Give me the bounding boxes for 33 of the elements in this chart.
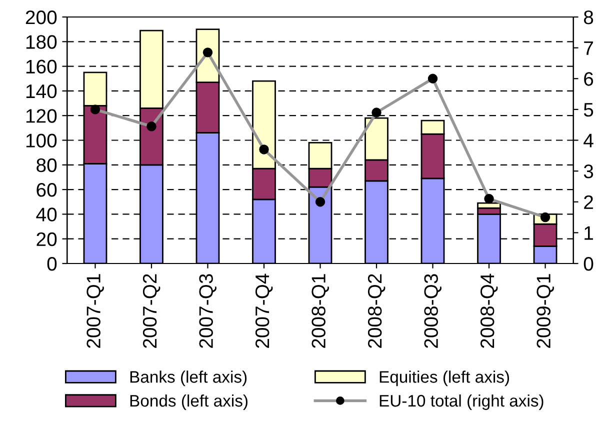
x-tick-label: 2008-Q3	[424, 274, 442, 348]
x-tick-label: 2007-Q2	[142, 274, 160, 348]
y2-tick-label: 6	[584, 72, 594, 86]
y-tick-label: 80	[36, 158, 57, 172]
x-tick-label: 2007-Q4	[255, 274, 273, 348]
legend-label: Equities (left axis)	[380, 370, 510, 386]
y2-tick-label: 1	[584, 226, 593, 240]
legend-label: Banks (left axis)	[130, 370, 247, 386]
y2-tick-label: 4	[584, 134, 594, 148]
y-tick-label: 200	[26, 10, 57, 24]
y-tick-label: 60	[36, 183, 57, 197]
y2-tick-label: 3	[584, 164, 594, 178]
y2-tick-label: 5	[584, 103, 594, 117]
y2-tick-label: 7	[584, 41, 593, 55]
y2-tick-label: 0	[584, 256, 594, 271]
y-tick-label: 0	[47, 256, 57, 271]
y2-tick-label: 8	[584, 10, 594, 24]
legend-label: EU-10 total (right axis)	[380, 394, 544, 410]
y-tick-label: 160	[26, 60, 57, 74]
x-tick-label: 2007-Q1	[86, 274, 104, 348]
y-tick-label: 40	[36, 208, 57, 222]
legend-label: Bonds (left axis)	[130, 394, 248, 410]
x-tick-label: 2008-Q4	[480, 274, 498, 348]
y-tick-label: 180	[26, 35, 57, 49]
y-tick-label: 120	[26, 109, 57, 123]
x-tick-label: 2008-Q2	[368, 274, 386, 348]
y-tick-label: 20	[36, 232, 57, 246]
x-tick-label: 2008-Q1	[312, 274, 329, 348]
y-tick-label: 140	[26, 84, 57, 98]
y2-tick-label: 2	[584, 195, 593, 209]
x-tick-label: 2007-Q3	[199, 274, 216, 348]
x-tick-label: 2009-Q1	[536, 274, 554, 348]
y-tick-label: 100	[26, 134, 57, 148]
